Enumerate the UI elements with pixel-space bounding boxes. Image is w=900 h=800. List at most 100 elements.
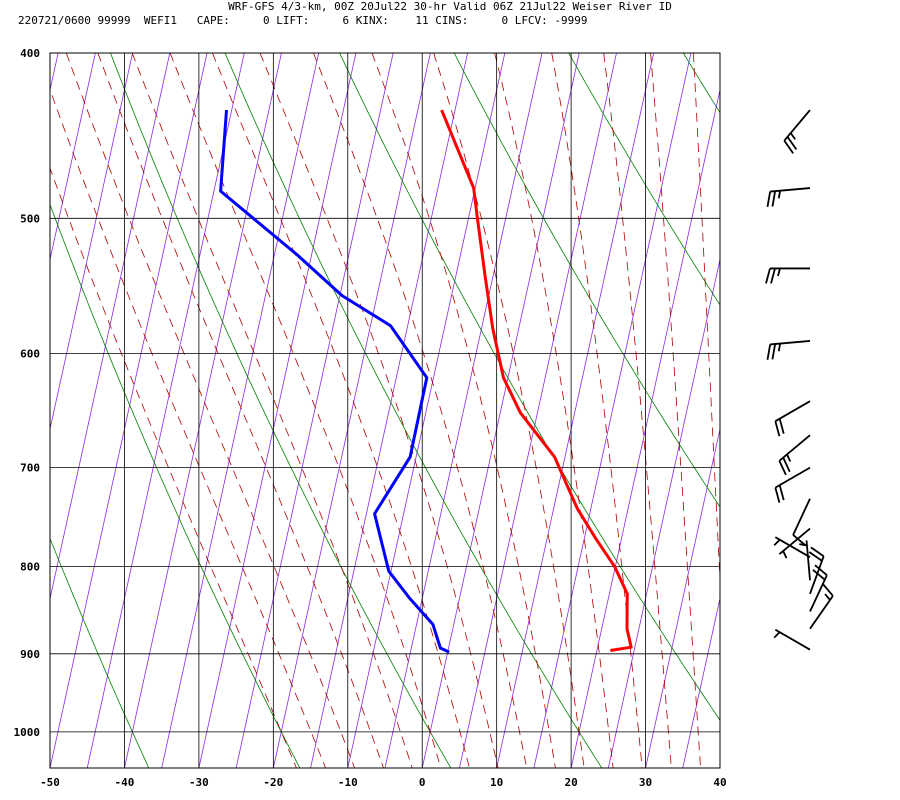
axis-tick-labels: -50 -40 -30 -20 -10 0 10 20 30 40 400 500 600 700 800 9… (14, 47, 727, 789)
isotherm-line (645, 427, 720, 768)
wind-barb-staff (778, 434, 811, 462)
wind-barb-flag (778, 418, 785, 434)
wind-barb-staff (809, 574, 828, 612)
wind-barb-half-flag (773, 539, 781, 546)
sounding-traces (219, 109, 633, 654)
wind-barb-flag (778, 484, 785, 501)
wind-barb-staff (774, 400, 811, 422)
x-tick-label: 20 (564, 776, 577, 789)
isotherm-line (235, 53, 394, 768)
wind-barb-half-flag (777, 190, 782, 199)
wind-barb-flag (771, 343, 777, 360)
isotherm-line (607, 257, 720, 768)
isotherm-line (50, 53, 133, 431)
isotherm-line (533, 53, 692, 768)
wind-barb-staff (778, 527, 811, 555)
moist-adiabat-line (650, 53, 701, 768)
y-tick-label: 500 (20, 212, 40, 225)
chart-title: WRF-GFS 4/3-km, 00Z 20Jul22 30-hr Valid … (228, 0, 672, 13)
grid (49, 52, 721, 768)
dewpoint-trace (219, 109, 450, 654)
x-tick-label: 10 (490, 776, 503, 789)
dry-adiabat-line (50, 203, 301, 768)
y-tick-label: 600 (20, 347, 40, 360)
wind-barb-staff (792, 498, 811, 536)
moist-adiabat-line (131, 53, 413, 768)
dry-adiabat-line (110, 53, 452, 768)
wind-barb-half-flag (773, 631, 781, 639)
wind-barb-staff (774, 466, 811, 489)
dry-adiabat-line (568, 53, 720, 306)
x-tick-label: -10 (338, 776, 358, 789)
isotherm-line (384, 53, 543, 768)
wind-barb-half-flag (777, 268, 781, 277)
sounding-indices: 220721/0600 99999 WEFI1 CAPE: 0 LIFT: 6 … (18, 14, 588, 27)
moist-adiabat-line (371, 53, 556, 768)
plot-frame (49, 52, 721, 769)
x-tick-label: -20 (263, 776, 283, 789)
x-tick-label: -40 (115, 776, 135, 789)
wind-barb-half-flag (777, 343, 782, 352)
isotherm-line (459, 53, 617, 768)
dry-adiabat-line (50, 537, 150, 768)
wind-barb-half-flag (799, 543, 808, 547)
x-tick-label: 30 (639, 776, 652, 789)
wind-barb-flag (783, 140, 794, 154)
moist-adiabat-line (313, 53, 528, 768)
wind-barb-flag (771, 190, 777, 207)
wind-barb-staff (805, 540, 811, 581)
wind-barb-half-flag (824, 593, 831, 601)
wind-barb-flag (778, 460, 787, 476)
x-tick-label: 40 (713, 776, 726, 789)
x-tick-label: 0 (419, 776, 426, 789)
y-tick-label: 400 (20, 47, 40, 60)
wind-barb-half-flag (786, 454, 792, 462)
y-tick-label: 800 (20, 561, 40, 574)
isotherm-line (719, 766, 720, 768)
x-tick-label: -30 (189, 776, 209, 789)
wind-barb-staff (774, 536, 811, 558)
wind-barb-staff (770, 187, 811, 193)
isotherm-line (124, 53, 282, 768)
moist-adiabat-line (169, 53, 442, 768)
moist-adiabat-line (603, 53, 672, 768)
wind-barb-flag (766, 191, 772, 208)
wind-barb-half-flag (789, 132, 796, 140)
moist-adiabat-line (50, 167, 297, 768)
isotherm-line (570, 88, 720, 768)
isotherm-line (86, 53, 245, 768)
dry-adiabat-line (339, 53, 720, 721)
moist-adiabat-line (692, 53, 720, 587)
moist-adiabat-line (212, 53, 470, 768)
isotherm-line (0, 53, 21, 768)
moist-adiabat-line (259, 53, 499, 768)
temperature-trace (440, 109, 633, 652)
wind-barb-flag (822, 583, 834, 597)
isotherm-line (50, 53, 171, 601)
wind-barb-staff (770, 340, 811, 346)
wind-barb-staff (809, 595, 834, 630)
isotherm-line (161, 53, 320, 768)
wind-barb-flag (812, 569, 826, 581)
dry-adiabat-line (224, 53, 603, 768)
isotherm-line (198, 53, 357, 768)
wind-barb-flag (765, 268, 771, 284)
isotherm-line (421, 53, 580, 768)
wind-barb-flag (774, 420, 781, 437)
isotherm-line (757, 53, 900, 768)
moist-adiabat-line (97, 53, 384, 768)
x-tick-label: -50 (40, 776, 60, 789)
moist-adiabat-line (65, 53, 355, 768)
isotherm-line (50, 53, 208, 768)
background-lines (0, 53, 900, 768)
dry-adiabat-line (453, 53, 720, 508)
wind-barb-staff (774, 628, 811, 651)
y-tick-label: 1000 (14, 726, 41, 739)
wind-barb-flag (782, 457, 791, 473)
moist-adiabat-line (494, 53, 614, 768)
wind-barbs (765, 109, 834, 651)
isotherm-line (496, 53, 655, 768)
dry-adiabat-line (682, 53, 720, 114)
isotherm-line (347, 53, 506, 768)
